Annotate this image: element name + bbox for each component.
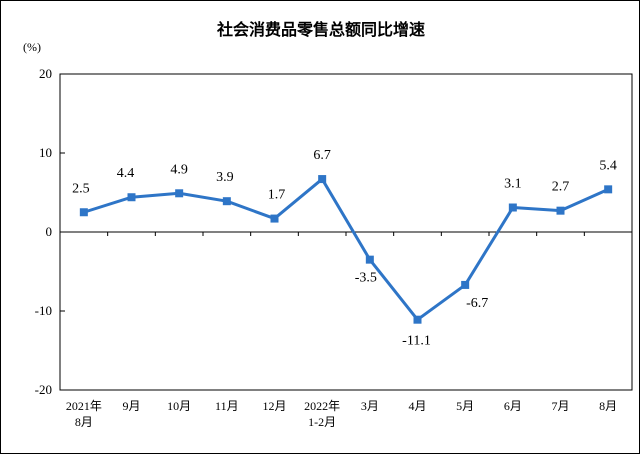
data-label: 4.4	[117, 166, 135, 181]
x-tick-labels: 2021年 8月 9月 10月 11月 12月 2022年 1-2月 3月 4月 5月 6月 7月 8月	[66, 399, 617, 429]
x-tick-label: 12月	[262, 399, 286, 413]
data-point	[604, 185, 613, 194]
data-point	[413, 315, 422, 324]
x-tick-label: 5月	[456, 399, 474, 413]
series-line-path	[83, 177, 609, 322]
data-label: 1.7	[268, 188, 286, 203]
x-tick-label: 2021年 8月	[66, 399, 102, 429]
data-point	[365, 255, 374, 264]
data-points	[79, 175, 613, 324]
data-point	[508, 203, 517, 212]
y-tick-label: -10	[35, 303, 52, 318]
data-label: -11.1	[402, 334, 431, 349]
series-line	[83, 177, 609, 322]
axes	[59, 73, 633, 391]
data-point	[461, 280, 470, 289]
x-tick-label: 4月	[408, 399, 426, 413]
chart-title: 社会消费品零售总额同比增速	[216, 20, 425, 39]
data-point	[175, 189, 184, 198]
data-label: 3.1	[504, 177, 522, 192]
data-label: 4.9	[170, 162, 188, 177]
data-label: -6.7	[466, 296, 488, 311]
y-tick-labels: -20 -10 0 10 20	[35, 66, 52, 397]
y-tick-label: -20	[35, 382, 52, 397]
data-label: 5.4	[599, 158, 617, 173]
data-label: 6.7	[313, 148, 331, 163]
data-point	[270, 214, 279, 223]
x-tick-label: 9月	[122, 399, 140, 413]
data-label: 2.5	[72, 181, 90, 196]
x-tick-label: 10月	[167, 399, 191, 413]
data-point	[556, 206, 565, 215]
y-axis-label: (%)	[23, 40, 41, 54]
x-tick-label: 7月	[551, 399, 569, 413]
y-tick-label: 10	[39, 145, 52, 160]
y-tick-label: 20	[39, 66, 52, 81]
data-label: -3.5	[355, 271, 377, 286]
data-label: 2.7	[552, 180, 570, 195]
x-tick-label: 3月	[361, 399, 379, 413]
x-tick-label: 11月	[215, 399, 239, 413]
x-tick-label: 2022年 1-2月	[304, 399, 340, 429]
data-point	[127, 193, 136, 202]
data-label: 3.9	[216, 170, 234, 185]
data-point	[222, 197, 231, 206]
x-tick-label: 8月	[599, 399, 617, 413]
data-point	[318, 175, 327, 184]
y-tick-label: 0	[46, 224, 53, 239]
data-point	[79, 208, 88, 217]
data-labels: 2.5 4.4 4.9 3.9 1.7 6.7 -3.5 -11.1 -6.7 3.1 2.7 5.4	[72, 148, 617, 349]
x-tick-label: 6月	[504, 399, 522, 413]
